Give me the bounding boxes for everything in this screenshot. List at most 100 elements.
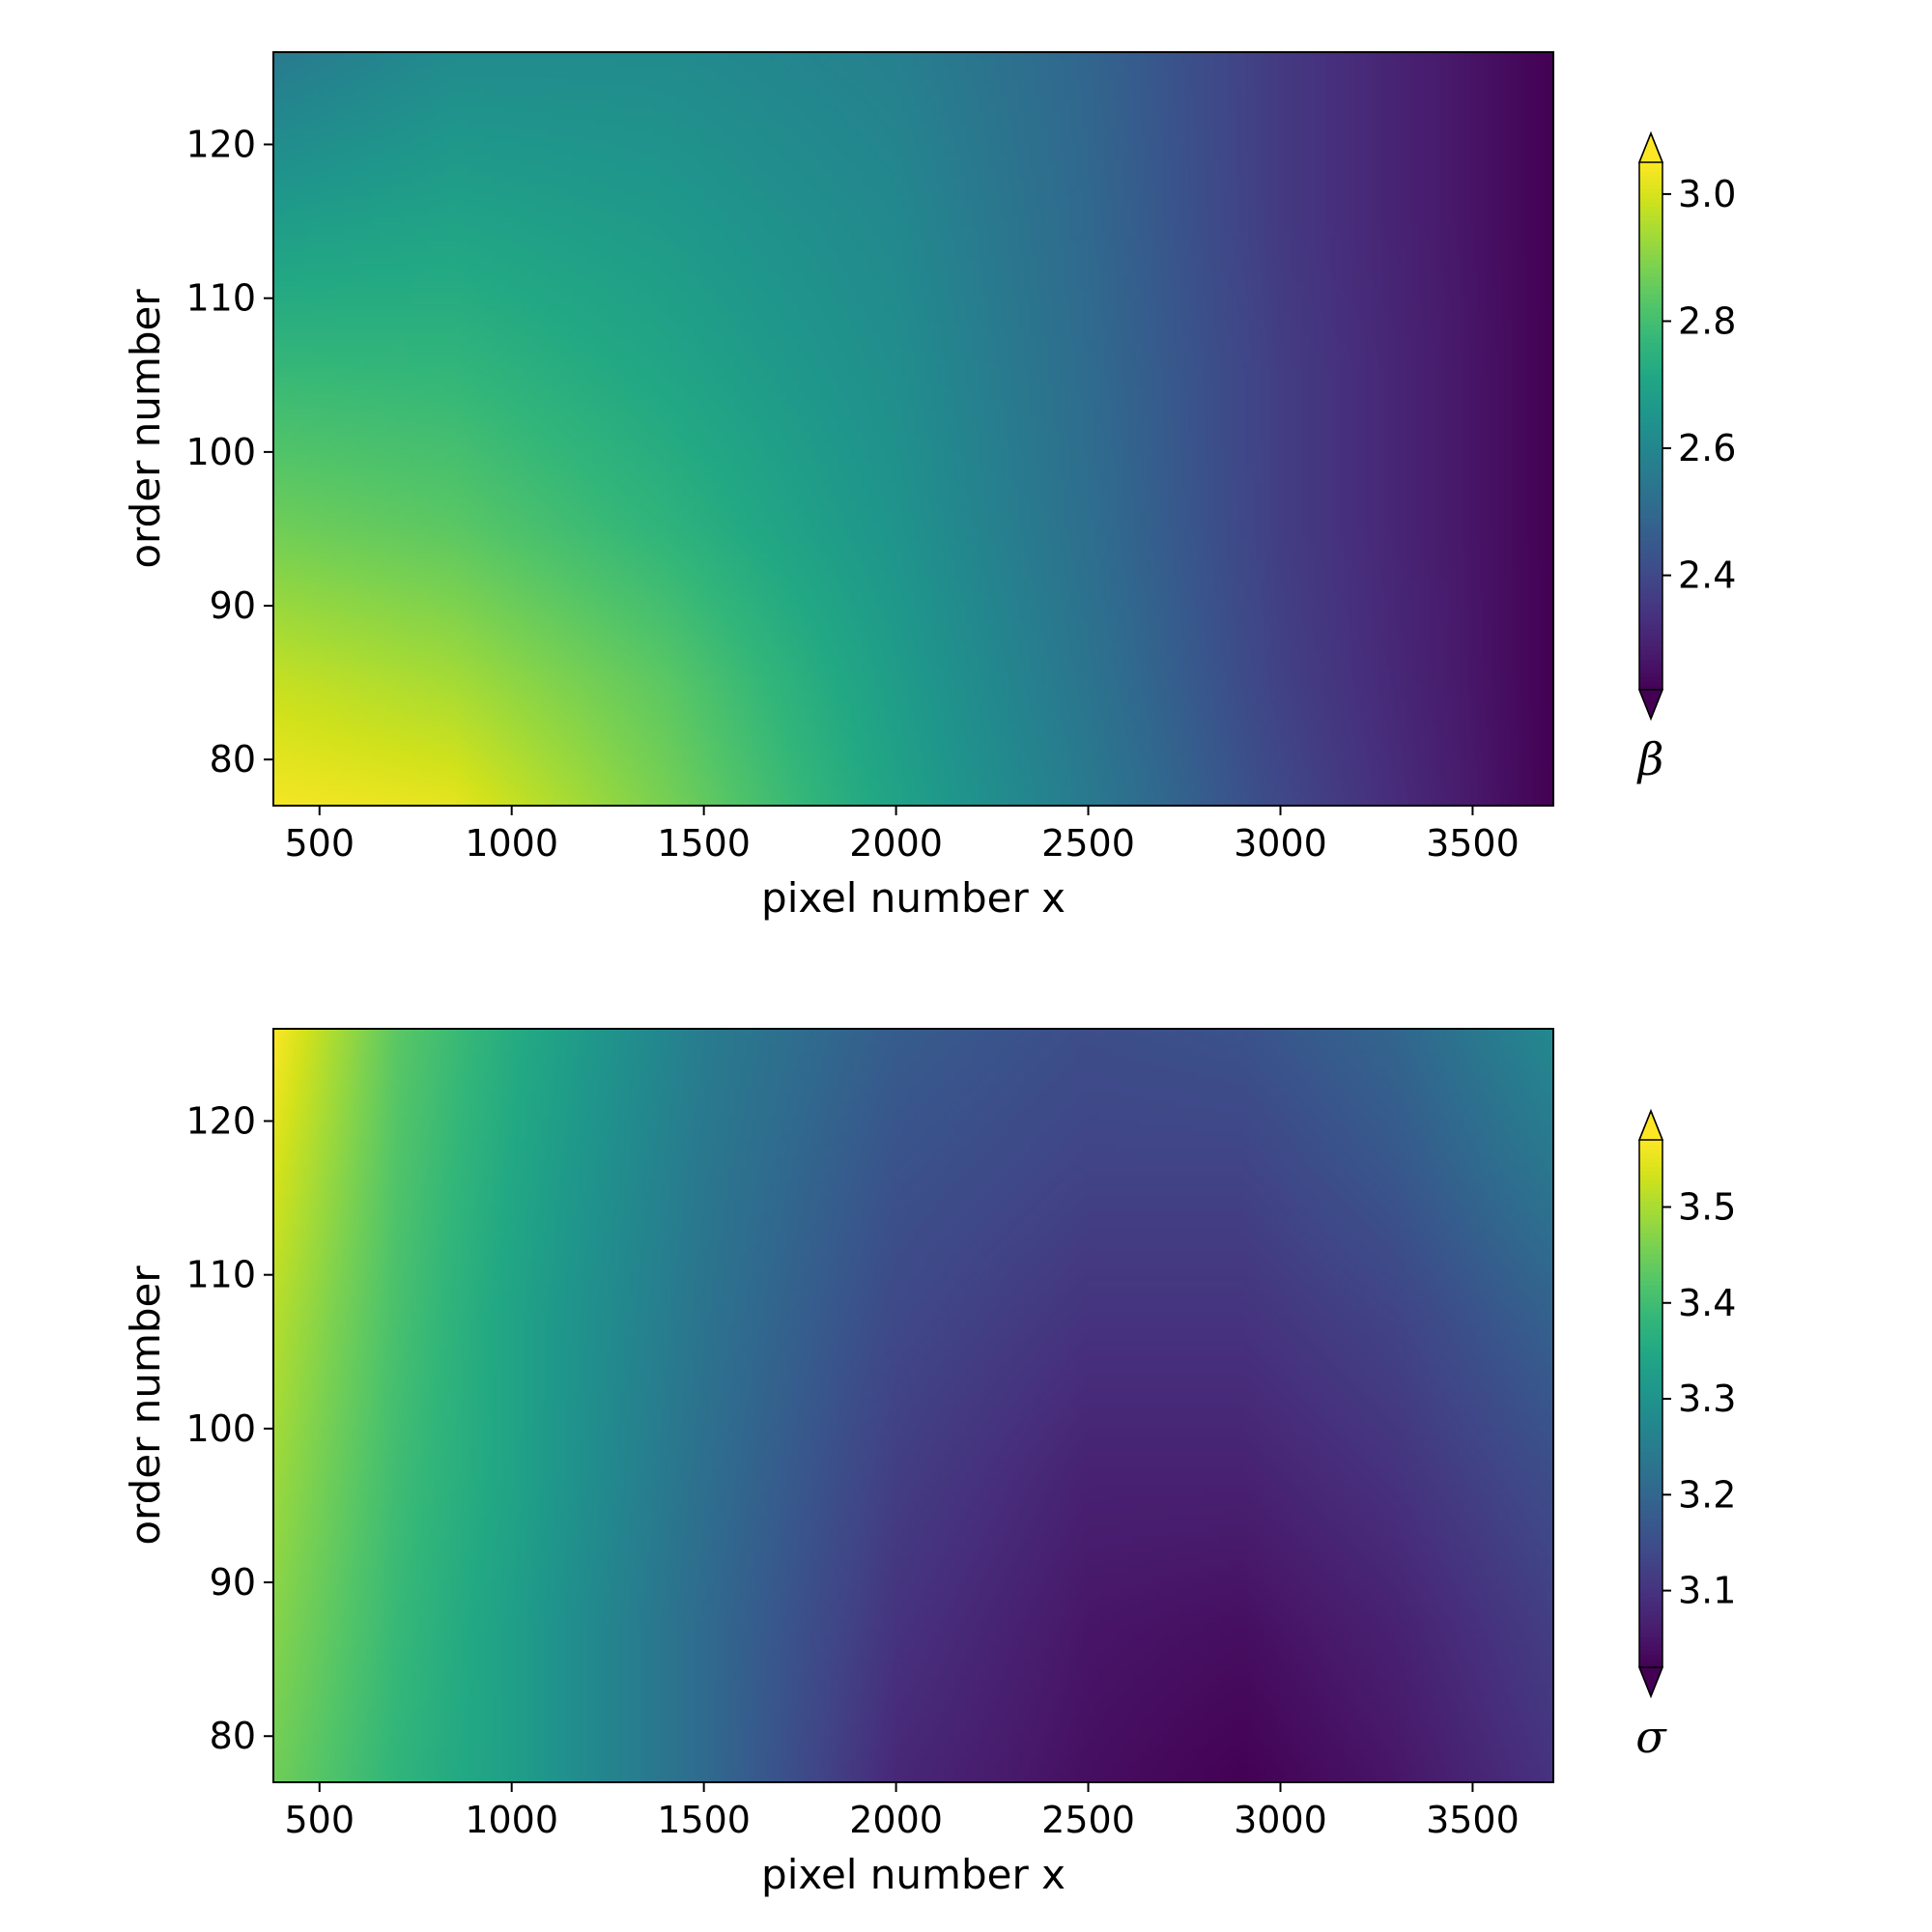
- colorbar-segment: [1639, 1206, 1662, 1211]
- colorbar-segment: [1639, 1232, 1662, 1237]
- colorbar-segment: [1639, 1570, 1662, 1577]
- colorbar-segment: [1639, 1645, 1662, 1651]
- colorbar-segment: [1639, 606, 1662, 611]
- colorbar-segment: [1639, 1469, 1662, 1475]
- colorbar-segment: [1639, 483, 1662, 489]
- colorbar-segment: [1639, 1575, 1662, 1580]
- chart-panel-2: 500 1000 1500 2000 2500 3000 3500 80 90 100 110 120…: [122, 1028, 1736, 1898]
- colorbar-segment: [1639, 1518, 1662, 1523]
- heatmap-image: [273, 52, 1553, 806]
- colorbar-segment: [1639, 1430, 1662, 1435]
- colorbar-segment: [1639, 285, 1662, 291]
- colorbar-segment: [1639, 254, 1662, 260]
- colorbar-segment: [1639, 1434, 1662, 1439]
- colorbar-segment: [1639, 509, 1662, 515]
- colorbar-segment: [1639, 1500, 1662, 1506]
- colorbar-segment: [1639, 280, 1662, 286]
- colorbar-segment: [1639, 1289, 1662, 1294]
- colorbar-segment: [1639, 1579, 1662, 1585]
- colorbar-segment: [1639, 276, 1662, 282]
- colorbar-segment: [1639, 1214, 1662, 1220]
- colorbar-segment: [1639, 439, 1662, 444]
- colorbar-segment: [1639, 426, 1662, 432]
- colorbar-segment: [1639, 404, 1662, 410]
- x-tick-label: 500: [284, 822, 355, 865]
- colorbar-segment: [1639, 1492, 1662, 1497]
- colorbar-segment: [1639, 1456, 1662, 1462]
- y-tick-label: 110: [185, 277, 256, 320]
- colorbar-segment: [1639, 1280, 1662, 1286]
- colorbar-extend-max: [1637, 1108, 1664, 1141]
- colorbar-segment: [1639, 430, 1662, 436]
- colorbar-segment: [1639, 654, 1662, 660]
- colorbar-segment: [1639, 623, 1662, 629]
- y-tick-label: 110: [185, 1254, 256, 1296]
- colorbar-segment: [1639, 1623, 1662, 1629]
- y-tick-label: 90: [210, 584, 256, 627]
- colorbar-segment: [1639, 1540, 1662, 1546]
- colorbar-segment: [1639, 1175, 1662, 1180]
- x-tick-label: 1500: [657, 1799, 751, 1841]
- colorbar-label: σ: [1635, 1711, 1667, 1763]
- x-tick-label: 2000: [849, 1799, 943, 1841]
- colorbar-segment: [1639, 1390, 1662, 1396]
- colorbar-segment: [1639, 526, 1662, 532]
- y-axis-label: order number: [122, 1265, 169, 1546]
- colorbar-segment: [1639, 1381, 1662, 1387]
- colorbar-segment: [1639, 580, 1662, 585]
- colorbar-segment: [1639, 461, 1662, 467]
- colorbar-segment: [1639, 1552, 1662, 1558]
- colorbar-segment: [1639, 408, 1662, 413]
- colorbar-segment: [1639, 1306, 1662, 1313]
- colorbar-segment: [1639, 377, 1662, 384]
- colorbar-segment: [1639, 465, 1662, 471]
- colorbar-segment: [1639, 583, 1662, 589]
- colorbar-segment: [1639, 214, 1662, 220]
- colorbar-tick-label: 3.4: [1678, 1282, 1736, 1324]
- colorbar-segment: [1639, 1487, 1662, 1492]
- colorbar-segment: [1639, 1452, 1662, 1458]
- colorbar-segment: [1639, 355, 1662, 361]
- colorbar-segment: [1639, 1416, 1662, 1422]
- colorbar-segment: [1639, 1504, 1662, 1510]
- colorbar-segment: [1639, 201, 1662, 208]
- colorbar-segment: [1639, 302, 1662, 308]
- colorbar-segment: [1639, 245, 1662, 251]
- colorbar-segment: [1639, 1618, 1662, 1625]
- x-tick-label: 3500: [1426, 1799, 1520, 1841]
- colorbar-segment: [1639, 175, 1662, 181]
- y-tick-label: 80: [210, 1715, 256, 1757]
- colorbar-segment: [1639, 614, 1662, 620]
- colorbar-segment: [1639, 1266, 1662, 1273]
- colorbar-segment: [1639, 1354, 1662, 1361]
- colorbar-segment: [1639, 1188, 1662, 1194]
- colorbar-segment: [1639, 263, 1662, 269]
- colorbar-segment: [1639, 1328, 1662, 1334]
- colorbar-segment: [1639, 347, 1662, 353]
- colorbar-segment: [1639, 1236, 1662, 1242]
- colorbar-segment: [1639, 1425, 1662, 1431]
- colorbar-segment: [1639, 588, 1662, 594]
- colorbar-segment: [1639, 268, 1662, 273]
- colorbar-segment: [1639, 1263, 1662, 1268]
- colorbar-segment: [1639, 1442, 1662, 1449]
- colorbar-segment: [1639, 320, 1662, 326]
- colorbar-segment: [1639, 241, 1662, 247]
- colorbar-segment: [1639, 1592, 1662, 1598]
- colorbar-segment: [1639, 412, 1662, 418]
- colorbar-segment: [1639, 206, 1662, 212]
- colorbar-segment: [1639, 1144, 1662, 1150]
- colorbar-tick-label: 3.2: [1678, 1473, 1736, 1516]
- colorbar-segment: [1639, 364, 1662, 370]
- x-tick-label: 500: [284, 1799, 355, 1841]
- colorbar-tick-label: 2.4: [1678, 554, 1736, 597]
- colorbar-segment: [1639, 443, 1662, 449]
- colorbar-segment: [1639, 523, 1662, 528]
- colorbar-segment: [1639, 452, 1662, 458]
- colorbar: 2.4 2.6 2.8 3.0 β: [1636, 130, 1736, 785]
- colorbar-segment: [1639, 435, 1662, 440]
- colorbar-segment: [1639, 1654, 1662, 1660]
- colorbar-segment: [1639, 333, 1662, 339]
- colorbar-segment: [1639, 1544, 1662, 1549]
